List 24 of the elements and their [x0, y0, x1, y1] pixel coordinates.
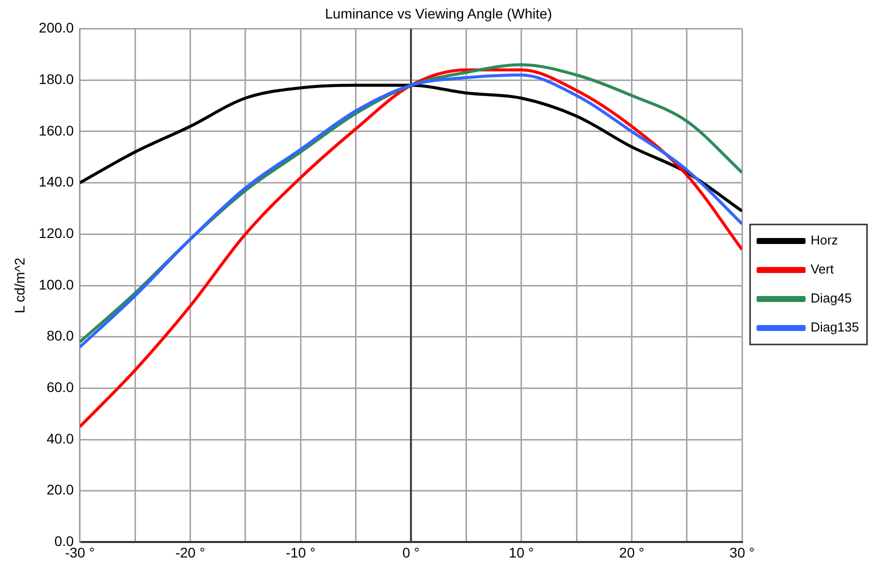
- legend-label: Diag135: [810, 320, 860, 335]
- chart-title: Luminance vs Viewing Angle (White): [325, 5, 552, 22]
- line-series: [80, 84, 742, 213]
- y-tick-label: 120.0: [38, 225, 74, 242]
- y-tick-label: 160.0: [38, 122, 74, 138]
- y-tick-label: 200.0: [38, 20, 74, 36]
- x-tick-label: 10 °: [508, 544, 534, 560]
- x-tick-label: 0 °: [402, 544, 420, 560]
- line-series: [80, 68, 742, 428]
- y-tick-label: 80.0: [46, 328, 74, 344]
- legend-label: Diag45: [810, 290, 852, 306]
- x-tick-label: 30 °: [730, 544, 755, 560]
- y-tick-label: 180.0: [38, 71, 74, 87]
- x-tick-label: -10 °: [286, 544, 316, 560]
- y-axis-title: L cd/m^2: [11, 257, 28, 314]
- x-tick-label: 20 °: [619, 544, 644, 560]
- legend-label: Vert: [810, 262, 834, 277]
- y-tick-label: 40.0: [46, 430, 74, 446]
- y-tick-label: 100.0: [38, 276, 74, 292]
- legend-label: Horz: [810, 232, 838, 248]
- y-tick-label: 140.0: [38, 174, 74, 190]
- y-tick-label: 60.0: [46, 379, 74, 396]
- y-tick-label: 20.0: [46, 482, 74, 498]
- x-tick-label: -20 °: [175, 544, 206, 560]
